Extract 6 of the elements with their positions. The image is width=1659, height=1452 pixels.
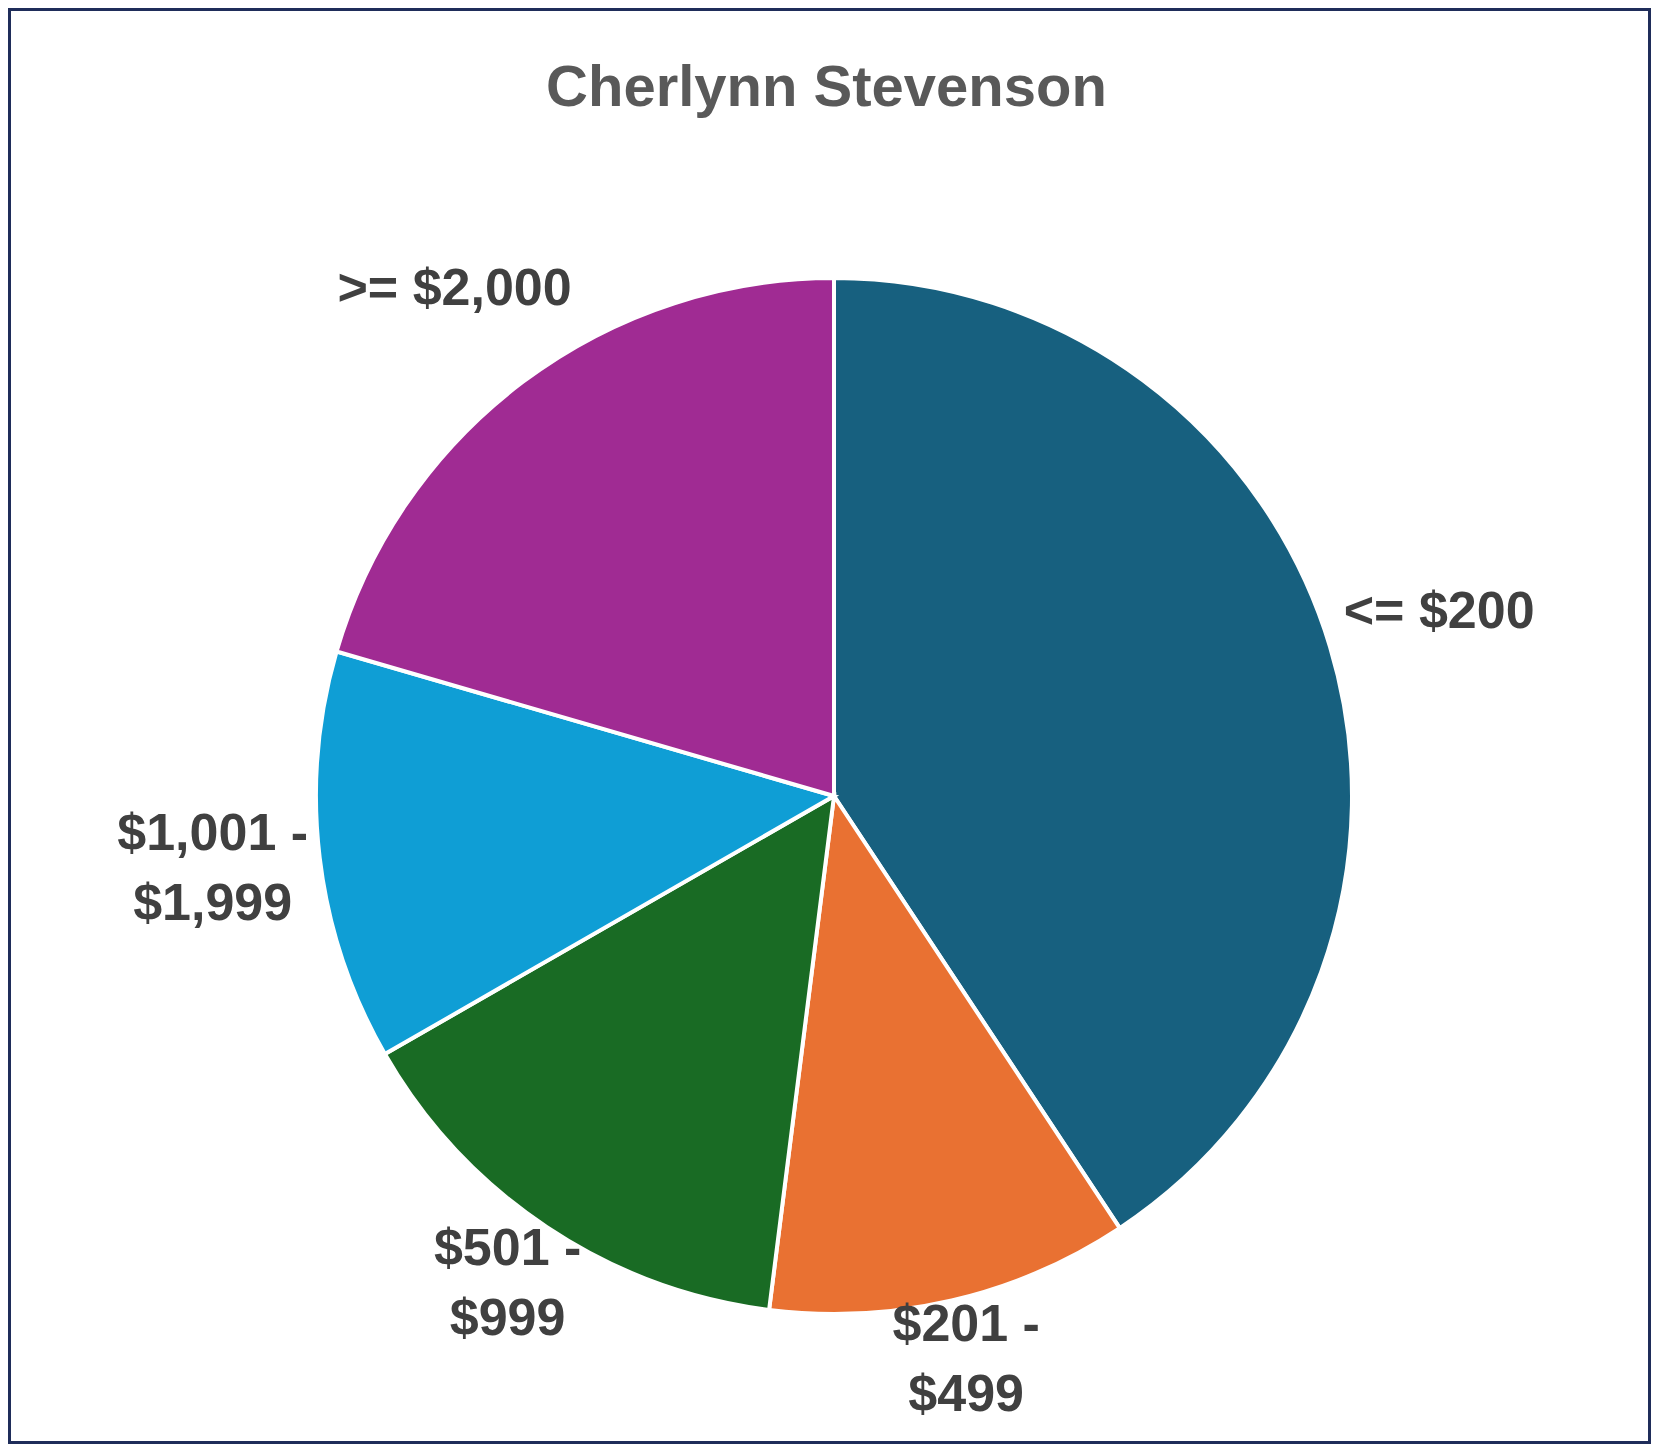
slice-label: $1,001 - $1,999: [117, 802, 309, 931]
slice-label: <= $200: [1343, 580, 1535, 639]
slice-label: $201 - $499: [892, 1294, 1040, 1423]
slice-label: $501 - $999: [433, 1217, 582, 1346]
chart-title: Cherlynn Stevenson: [546, 53, 1107, 119]
slice-label: >= $2,000: [337, 257, 572, 316]
